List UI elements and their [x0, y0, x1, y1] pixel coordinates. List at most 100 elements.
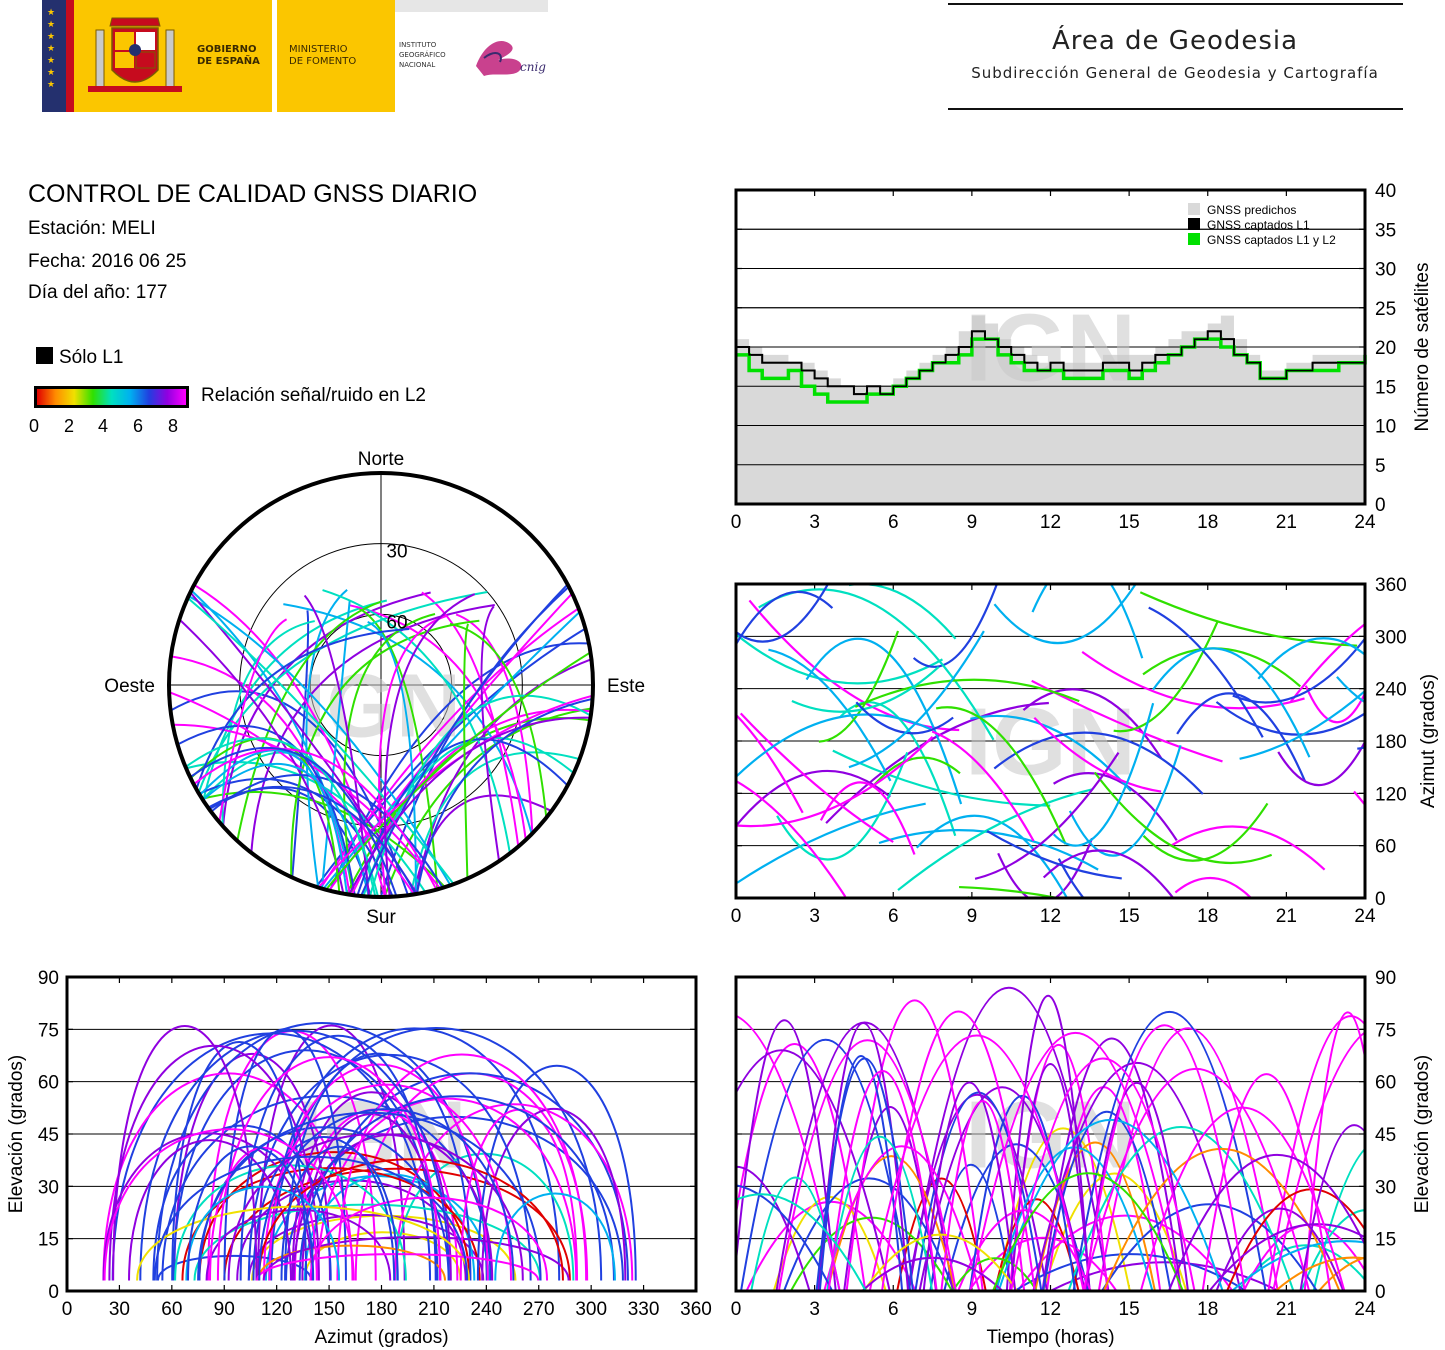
satellite-track: [1272, 1031, 1365, 1291]
satellite-track: [298, 1095, 615, 1281]
satellite-track: [986, 830, 1122, 880]
x-tick-label: 90: [214, 1299, 235, 1320]
ring-label-60: 60: [386, 612, 407, 633]
satellite-track: [1083, 1024, 1246, 1291]
y-tick-label: 240: [1375, 680, 1407, 701]
satellite-track: [169, 581, 465, 897]
satellite-track: [1022, 688, 1163, 760]
satellite-track: [136, 1205, 471, 1281]
satellite-track: [826, 1155, 957, 1291]
satellite-track: [907, 986, 1110, 1291]
satellite-track: [336, 1053, 588, 1281]
direction-north: Norte: [358, 449, 404, 470]
y-tick-label: 180: [1375, 732, 1407, 753]
satellite-track: [993, 731, 1204, 795]
satellite-track: [187, 1145, 315, 1281]
x-tick-label: 24: [1354, 906, 1376, 927]
y-tick-label: 10: [1375, 417, 1396, 438]
date-label: Fecha: 2016 06 25: [28, 251, 187, 272]
satellite-track: [394, 1103, 634, 1281]
y-tick-label: 0: [1375, 1282, 1386, 1303]
satellite-track: [1277, 739, 1365, 787]
satellite-track: [258, 1108, 515, 1281]
x-tick-label: 6: [888, 1299, 899, 1320]
satellite-track: [415, 697, 593, 897]
satellite-track: [185, 1185, 341, 1281]
y-tick-label: 90: [38, 968, 59, 989]
satellite-track: [736, 769, 891, 828]
header-rule-top: [948, 3, 1403, 5]
horizon-circle: [167, 471, 595, 899]
satellite-track: [1232, 636, 1365, 704]
satellite-track: [854, 678, 1080, 708]
doy-label: Día del año: 177: [28, 282, 168, 303]
satellite-track: [1041, 1037, 1182, 1291]
y-axis-label: Elevación (grados): [1412, 1055, 1433, 1213]
y-tick-label: 0: [1375, 889, 1386, 910]
satellite-track: [736, 1014, 841, 1291]
satellite-track: [1052, 702, 1155, 847]
x-tick-label: 15: [1119, 1299, 1140, 1320]
satellite-track: [343, 613, 436, 897]
satellite-track: [959, 885, 1064, 898]
satellite-track: [897, 788, 1093, 891]
gov-line-1: GOBIERNO: [197, 44, 257, 55]
satellite-track: [993, 1198, 1080, 1291]
x-tick-label: 3: [809, 512, 820, 533]
gobierno-panel: GOBIERNO DE ESPAÑA: [66, 0, 272, 112]
satellite-track: [1033, 717, 1162, 793]
x-tick-label: 18: [1197, 906, 1218, 927]
satellite-track: [1257, 637, 1365, 680]
legend-label: GNSS predichos: [1207, 203, 1296, 217]
x-tick-label: 210: [418, 1299, 450, 1320]
x-tick-label: 18: [1197, 1299, 1218, 1320]
satellite-track: [1267, 1015, 1365, 1291]
satellite-track: [169, 585, 459, 897]
min-line-2: DE FOMENTO: [289, 56, 357, 67]
satellite-track: [257, 1158, 564, 1281]
x-tick-label: 9: [967, 512, 978, 533]
x-tick-label: 3: [809, 906, 820, 927]
satellite-track: [1067, 1125, 1295, 1291]
satellite-track: [777, 1039, 957, 1291]
satellite-track: [139, 1029, 450, 1281]
legend-swatch: [1188, 203, 1200, 215]
ign-watermark: IGN: [965, 295, 1136, 402]
satellite-track: [280, 1145, 399, 1281]
series-0-area: [736, 315, 1365, 504]
satellite-track: [1201, 1073, 1332, 1291]
satellite-track: [912, 584, 999, 668]
satellite-track: [383, 707, 593, 897]
snr-tick: 6: [133, 416, 144, 436]
satellite-track: [969, 1031, 1182, 1291]
satellite-track: [868, 1034, 1085, 1291]
satellite-track: [1152, 647, 1311, 758]
satellite-track: [290, 619, 480, 897]
plot-frame: [734, 582, 1367, 900]
y-tick-label: 75: [1375, 1020, 1396, 1041]
satellite-track: [915, 814, 1069, 898]
x-tick-label: 18: [1197, 512, 1218, 533]
y-tick-label: 45: [1375, 1125, 1396, 1146]
satellite-track: [826, 1135, 934, 1291]
satellite-track: [480, 605, 506, 897]
x-tick-label: 9: [967, 906, 978, 927]
x-tick-label: 21: [1276, 1299, 1297, 1320]
satellite-track: [197, 1111, 542, 1281]
y-tick-label: 60: [1375, 837, 1396, 858]
y-tick-label: 120: [1375, 784, 1407, 805]
legend-swatch: [1188, 218, 1200, 230]
satellite-track: [1300, 1209, 1365, 1291]
y-axis-label: Número de satélites: [1412, 263, 1433, 432]
series-1-line-top: [736, 330, 1366, 395]
satellite-track: [823, 1145, 981, 1291]
y-tick-label: 360: [1375, 575, 1407, 596]
satellite-track: [346, 716, 593, 897]
ign-watermark: IGN: [965, 689, 1136, 796]
min-line-1: MINISTERIO: [289, 44, 348, 55]
satellite-track: [1101, 1203, 1318, 1291]
satellite-track: [940, 1100, 1026, 1291]
satellite-track: [216, 1056, 442, 1281]
satellite-track: [1042, 1111, 1172, 1291]
direction-west: Oeste: [104, 676, 155, 697]
